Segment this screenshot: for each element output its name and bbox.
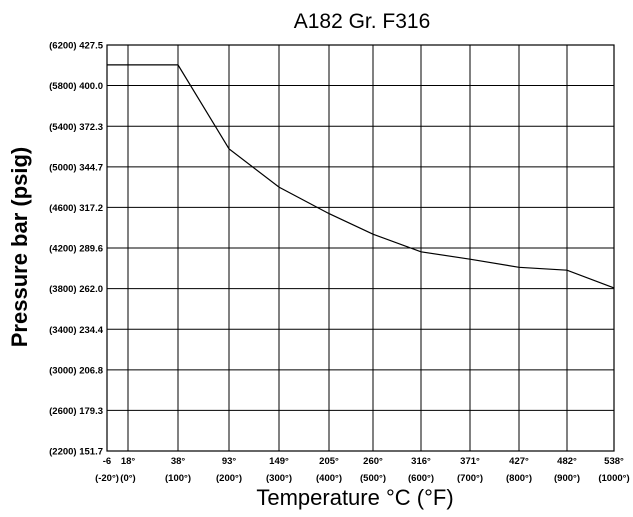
y-tick-label: (5000) 344.7	[49, 162, 103, 173]
y-tick-label: (4200) 289.6	[49, 244, 103, 255]
x-tick-label-fahrenheit: (900°)	[554, 473, 580, 484]
chart-title: A182 Gr. F316	[294, 10, 431, 33]
series-line	[107, 64, 615, 289]
x-tick-label-fahrenheit: (400°)	[316, 473, 342, 484]
x-tick-label-celsius: 93°	[222, 456, 237, 467]
y-tick-label: (5400) 372.3	[49, 122, 103, 133]
x-tick-label-celsius: 18°	[121, 456, 136, 467]
x-tick-label-fahrenheit: (-20°)	[95, 473, 119, 484]
x-tick-label-celsius: 260°	[363, 456, 383, 467]
x-axis-label: Temperature °C (°F)	[256, 485, 453, 510]
x-tick-label-celsius: 149°	[269, 456, 289, 467]
y-tick-label: (4600) 317.2	[49, 203, 103, 214]
x-tick-label-fahrenheit: (100°)	[165, 473, 191, 484]
series-lines	[107, 64, 615, 289]
x-tick-label-fahrenheit: (300°)	[266, 473, 292, 484]
x-tick-label-fahrenheit: (0°)	[120, 473, 135, 484]
y-tick-label: (5800) 400.0	[49, 81, 103, 92]
y-tick-label: (3400) 234.4	[49, 325, 104, 336]
x-tick-label-fahrenheit: (1000°)	[598, 473, 629, 484]
plot-frame	[106, 44, 615, 452]
x-tick-label-fahrenheit: (600°)	[408, 473, 434, 484]
x-tick-label-celsius: -6	[103, 456, 111, 467]
y-tick-label: (3800) 262.0	[49, 284, 103, 295]
y-tick-label: (2200) 151.7	[49, 447, 103, 458]
x-tick-label-celsius: 427°	[509, 456, 529, 467]
x-tick-label-fahrenheit: (500°)	[360, 473, 386, 484]
grid	[106, 44, 615, 452]
x-tick-label-fahrenheit: (700°)	[457, 473, 483, 484]
x-tick-labels: -6 (-20°)18° (0°) 38° (100°) 93° (200°) 149° (30…	[95, 456, 630, 484]
x-tick-label-celsius: 316°	[411, 456, 431, 467]
x-tick-label-fahrenheit: (800°)	[506, 473, 532, 484]
y-tick-label: (6200) 427.5	[49, 41, 104, 52]
y-tick-labels: (6200) 427.5 (5800) 400.0 (5400) 372.3 (500…	[49, 41, 104, 458]
x-tick-label-celsius: 38°	[171, 456, 186, 467]
x-tick-label-celsius: 205°	[319, 456, 339, 467]
y-axis-label: Pressure bar (psig)	[7, 147, 32, 348]
x-tick-label-celsius: 371°	[460, 456, 480, 467]
x-tick-label-celsius: 482°	[557, 456, 577, 467]
y-tick-label: (3000) 206.8	[49, 365, 103, 376]
x-tick-label-celsius: 538°	[604, 456, 624, 467]
y-tick-label: (2600) 179.3	[49, 406, 103, 417]
x-tick-label-fahrenheit: (200°)	[216, 473, 242, 484]
